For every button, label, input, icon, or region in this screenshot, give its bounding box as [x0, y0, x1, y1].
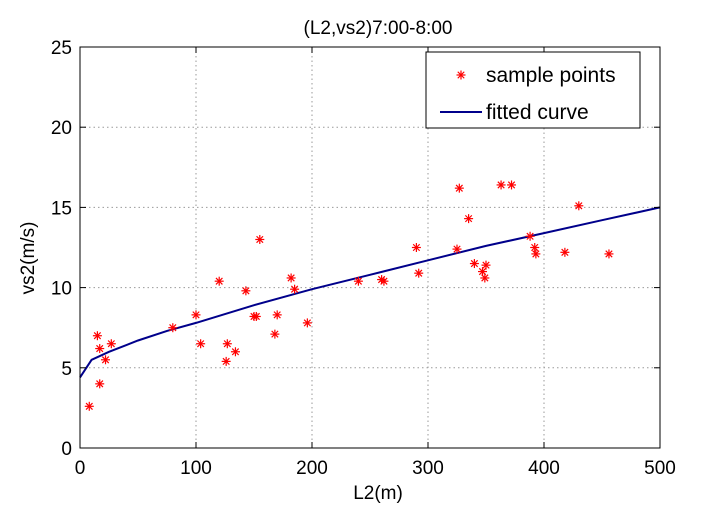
plot-frame [79, 46, 661, 449]
sample-point [574, 201, 584, 211]
legend-box [425, 51, 641, 129]
y-tick-label: 5 [61, 359, 72, 380]
y-tick-label: 20 [51, 118, 72, 139]
x-axis-title: L2(m) [353, 483, 403, 504]
sample-point [222, 339, 232, 349]
sample-point [414, 268, 424, 278]
sample-point [452, 244, 462, 254]
sample-point [168, 323, 178, 333]
sample-point [560, 247, 570, 257]
legend: sample points fitted curve [425, 51, 641, 129]
tick-labels: 0 100 200 300 400 500 0 5 10 15 20 25 [51, 38, 676, 479]
sample-point [290, 284, 300, 294]
y-tick-label: 10 [51, 279, 72, 300]
sample-point [255, 234, 265, 244]
sample-point [84, 401, 94, 411]
axis-ticks [79, 46, 661, 449]
x-tick-label: 100 [180, 458, 212, 479]
sample-point [92, 331, 102, 341]
sample-point [507, 180, 517, 190]
y-tick-label: 15 [51, 198, 72, 219]
grid [80, 47, 660, 448]
y-tick-label: 25 [51, 38, 72, 59]
sample-point [530, 243, 540, 252]
sample-point [454, 183, 464, 193]
fitted-curve-line [79, 206, 661, 378]
x-tick-label: 200 [296, 458, 328, 479]
sample-point [230, 347, 240, 357]
x-tick-label: 500 [644, 458, 676, 479]
sample-point [525, 231, 535, 241]
legend-sample-point-marker [456, 70, 466, 80]
sample-point [302, 318, 312, 328]
sample-point [95, 379, 105, 389]
sample-point [101, 355, 111, 365]
x-tick-label: 300 [412, 458, 444, 479]
sample-point [272, 310, 282, 320]
sample-point [604, 249, 614, 259]
legend-sample-points-marker [456, 70, 466, 80]
sample-point [106, 339, 116, 349]
sample-point [469, 259, 479, 269]
sample-point [214, 276, 224, 286]
sample-point [95, 344, 105, 354]
y-tick-label: 0 [61, 439, 72, 460]
sample-point [531, 249, 541, 259]
sample-point [286, 273, 296, 283]
x-tick-label: 0 [75, 458, 86, 479]
sample-point [270, 329, 280, 339]
sample-point [464, 214, 474, 224]
sample-point [481, 260, 491, 270]
sample-point [496, 180, 506, 190]
fitted-curve-layer [79, 206, 661, 378]
legend-sample-points-label: sample points [486, 64, 616, 87]
sample-point [353, 276, 363, 286]
sample-point [411, 243, 421, 252]
sample-point [196, 339, 206, 349]
sample-point [480, 273, 490, 283]
sample-point [191, 310, 201, 320]
legend-fitted-curve-label: fitted curve [486, 101, 589, 124]
sample-point [379, 276, 389, 286]
y-axis-title: vs2(m/s) [18, 222, 39, 295]
sample-points-layer [84, 180, 614, 411]
sample-point [251, 311, 261, 321]
sample-point [221, 356, 231, 366]
x-tick-label: 400 [528, 458, 560, 479]
chart-title: (L2,vs2)7:00-8:00 [304, 18, 453, 39]
sample-point [241, 286, 251, 296]
